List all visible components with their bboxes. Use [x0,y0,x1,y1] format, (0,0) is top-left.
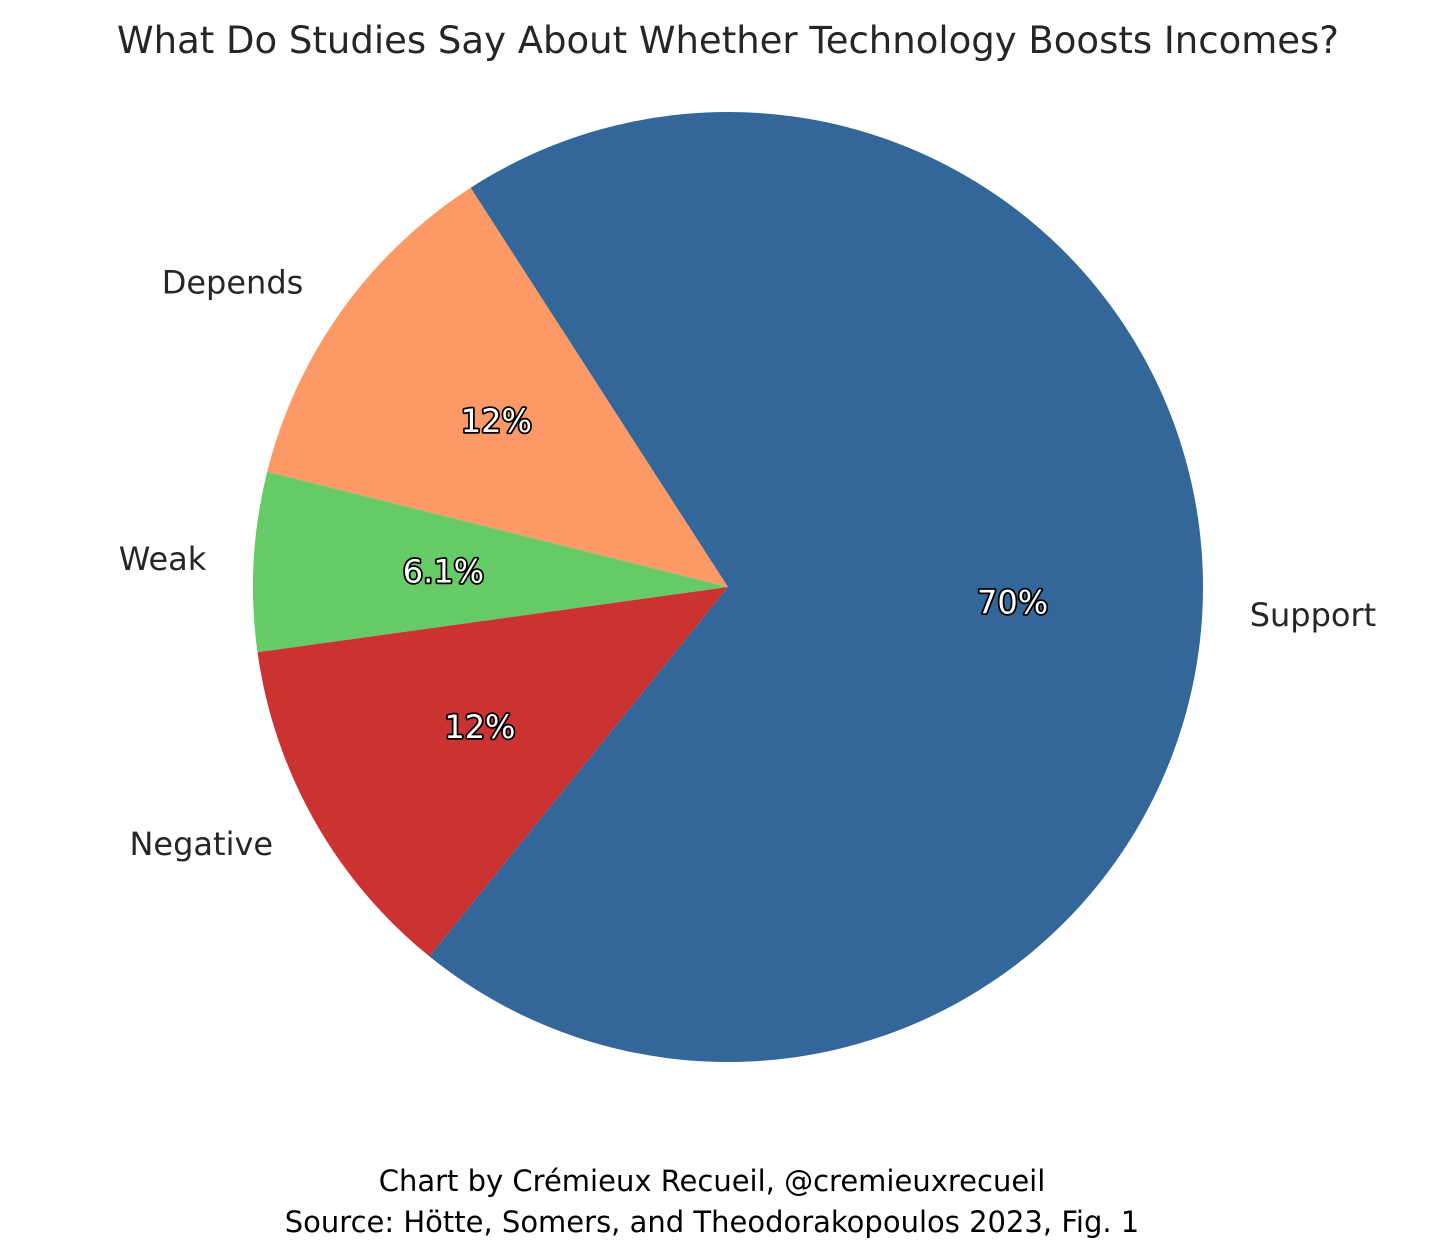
pct-label-support: 70% [977,583,1048,621]
chart-title: What Do Studies Say About Whether Techno… [117,19,1339,62]
pie-slice-negative [257,587,728,957]
credit-caption: Chart by Crémieux Recueil, @cremieuxrecu… [379,1164,1046,1198]
pie-slices [253,111,1204,1062]
slice-label-depends: Depends [162,264,304,302]
pie-slice-weak [253,471,728,653]
slice-label-negative: Negative [129,825,273,863]
pct-label-weak: 6.1% [403,553,484,591]
slice-label-weak: Weak [119,540,207,578]
pie-slice-depends [267,187,728,588]
pct-label-negative: 12% [444,708,515,746]
slice-label-support: Support [1250,596,1377,634]
source-caption: Source: Hötte, Somers, and Theodorakopou… [285,1205,1140,1239]
percent-labels: 12% 6.1% 12% 70% [401,400,1050,748]
slice-name-labels: Depends Weak Negative Support [119,264,1376,863]
pie-slice-support [429,111,1204,1062]
pct-label-depends: 12% [461,402,532,440]
